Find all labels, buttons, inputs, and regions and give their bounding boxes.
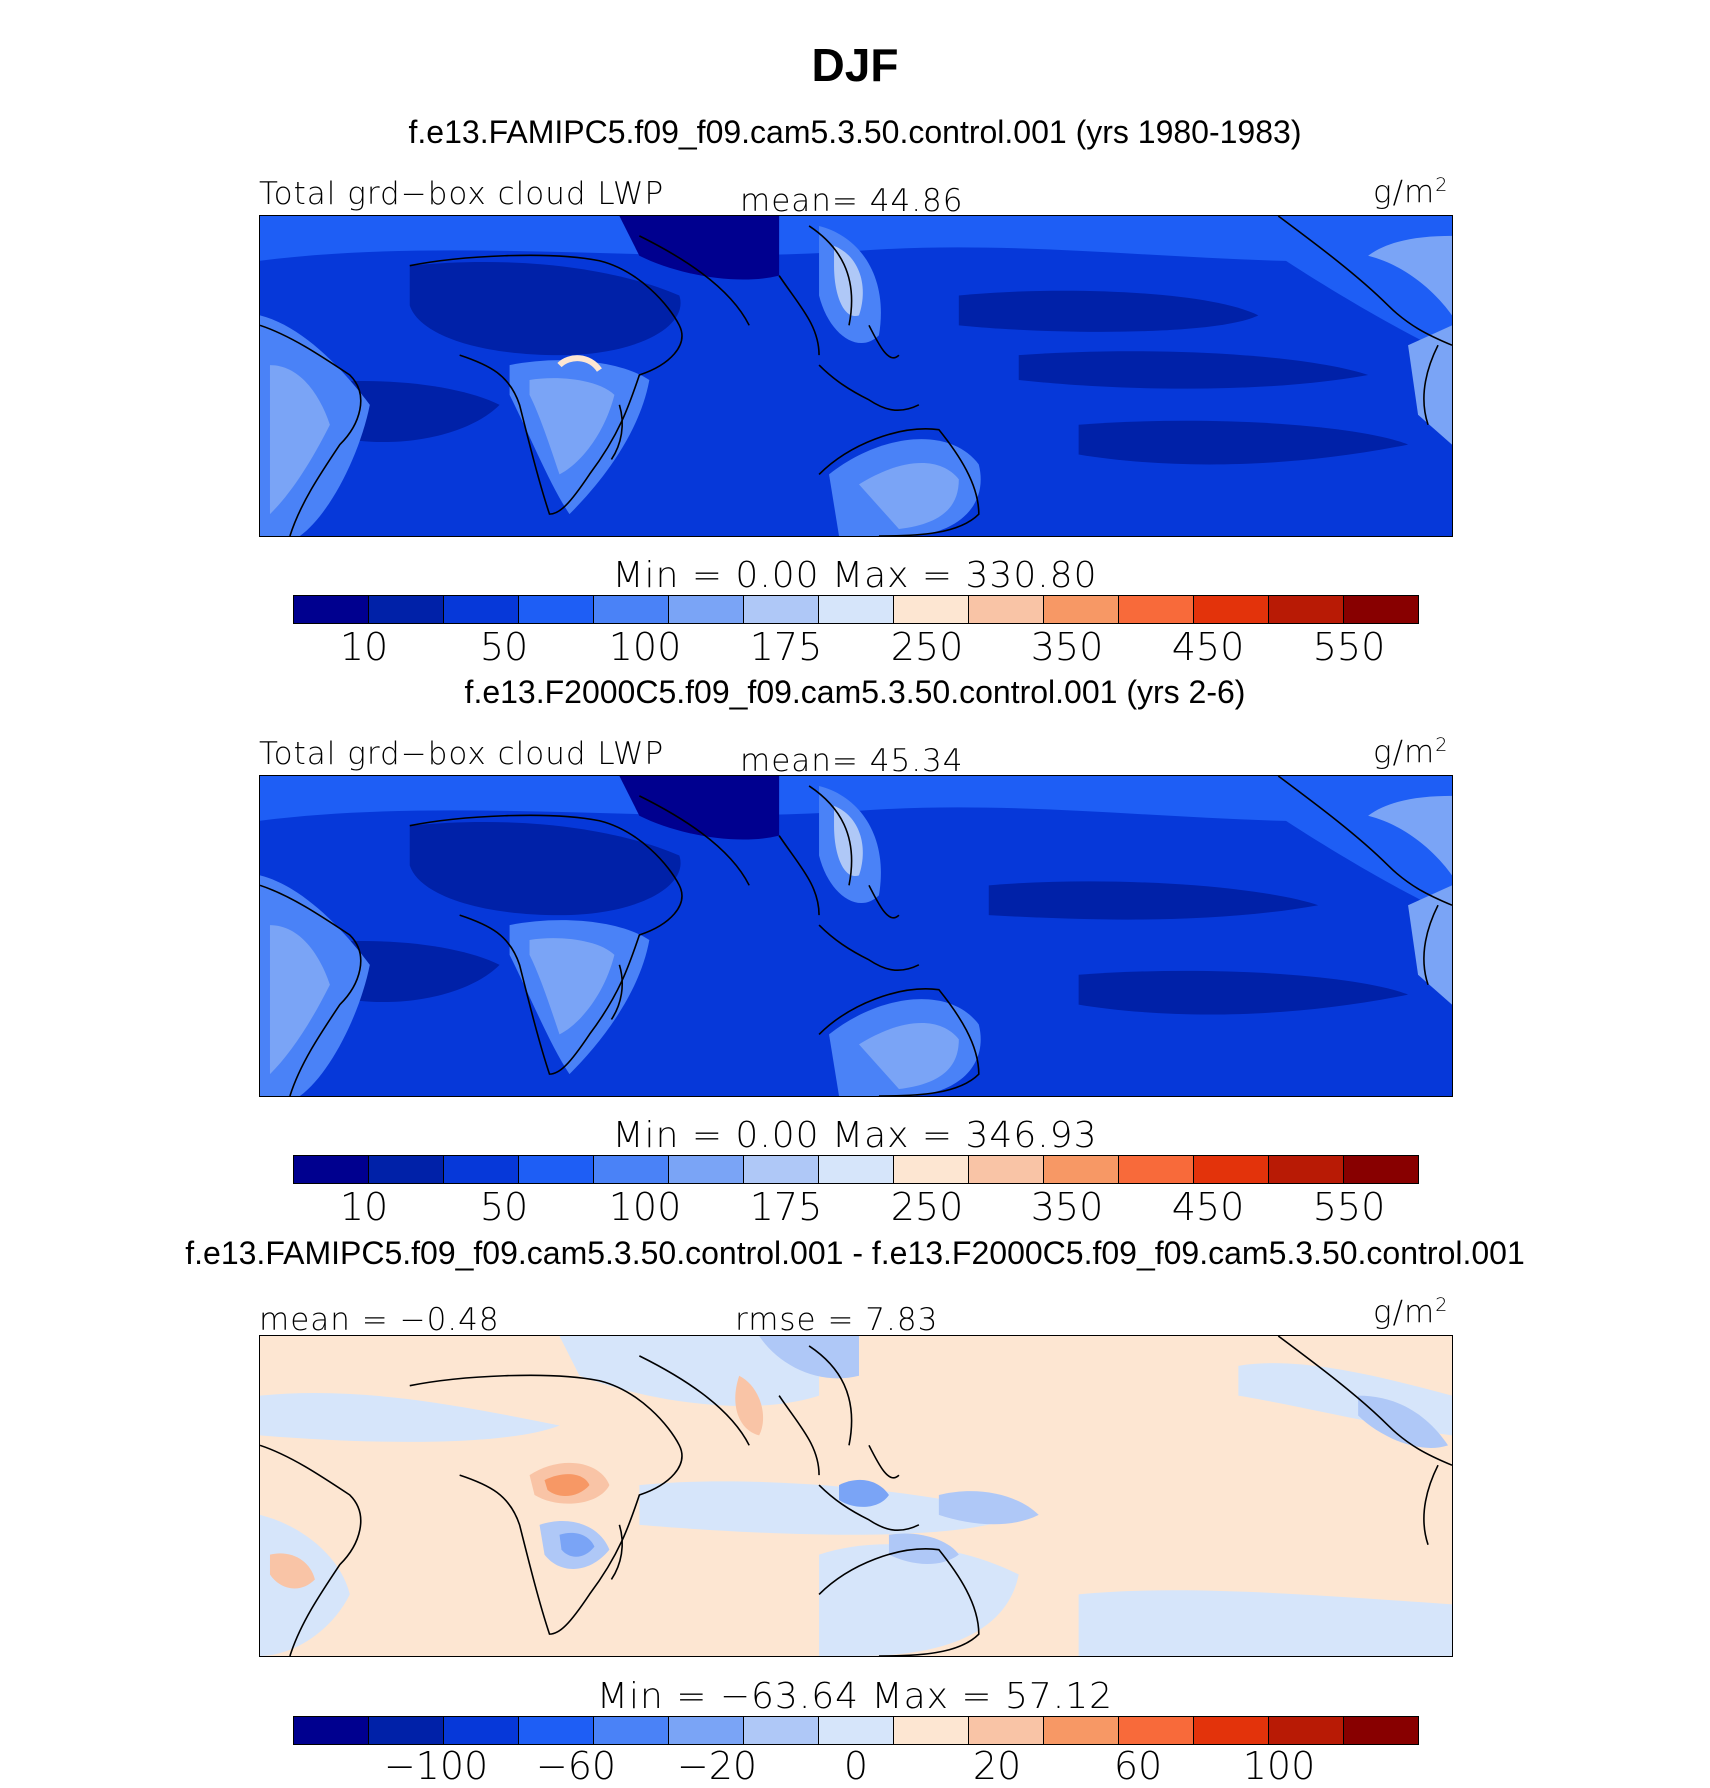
colorbar1-box (1269, 596, 1344, 623)
colorbar3-tick: −20 (676, 1744, 758, 1788)
colorbar1-tick: 250 (890, 625, 964, 669)
colorbar2-box (1119, 1156, 1194, 1183)
colorbar1-tick: 50 (479, 625, 529, 669)
colorbar3-box (519, 1717, 594, 1744)
colorbar3-box (1194, 1717, 1269, 1744)
colorbar3-box (1344, 1717, 1418, 1744)
colorbar3-box (369, 1717, 444, 1744)
colorbar3-box (294, 1717, 369, 1744)
colorbar2-tick: 10 (339, 1185, 389, 1229)
colorbar1-box (894, 596, 969, 623)
panel3-map (259, 1335, 1453, 1657)
colorbar3-box (1119, 1717, 1194, 1744)
figure-title: DJF (811, 39, 899, 91)
colorbar1-box (1194, 596, 1269, 623)
panel1-case-title: f.e13.FAMIPC5.f09_f09.cam5.3.50.control.… (408, 114, 1302, 150)
colorbar3-box (969, 1717, 1044, 1744)
colorbar1-tick: 350 (1030, 625, 1104, 669)
colorbar2-box (1194, 1156, 1269, 1183)
colorbar2-box (894, 1156, 969, 1183)
colorbar3-tick: 20 (972, 1744, 1022, 1788)
colorbar2-box (744, 1156, 819, 1183)
panel3-rmse-label: rmse = 7.83 (735, 1302, 939, 1338)
panel1-colorbar (293, 595, 1419, 624)
colorbar1-box (294, 596, 369, 623)
colorbar1-box (819, 596, 894, 623)
colorbar2-box (819, 1156, 894, 1183)
colorbar1-tick: 10 (339, 625, 389, 669)
colorbar3-box (669, 1717, 744, 1744)
colorbar2-box (369, 1156, 444, 1183)
panel1-variable-label: Total grd−box cloud LWP (259, 176, 665, 212)
colorbar1-box (594, 596, 669, 623)
colorbar2-tick: 175 (749, 1185, 823, 1229)
colorbar3-box (594, 1717, 669, 1744)
colorbar2-tick: 100 (608, 1185, 682, 1229)
colorbar3-box (819, 1717, 894, 1744)
panel1-map (259, 215, 1453, 537)
colorbar1-tick: 100 (608, 625, 682, 669)
panel2-case-title: f.e13.F2000C5.f09_f09.cam5.3.50.control.… (464, 674, 1246, 710)
colorbar3-tick: 100 (1242, 1744, 1316, 1788)
colorbar3-tick: 60 (1113, 1744, 1163, 1788)
colorbar2-tick: 550 (1312, 1185, 1386, 1229)
panel3-mean-label: mean = −0.48 (259, 1302, 500, 1338)
colorbar3-box (1044, 1717, 1119, 1744)
panel1-mean-label: mean= 44.86 (740, 183, 964, 219)
colorbar2-box (669, 1156, 744, 1183)
panel1-minmax: Min = 0.00 Max = 330.80 (612, 555, 1098, 596)
colorbar2-tick: 50 (479, 1185, 529, 1229)
colorbar1-tick: 550 (1312, 625, 1386, 669)
colorbar1-tick: 450 (1171, 625, 1245, 669)
panel2-variable-label: Total grd−box cloud LWP (259, 736, 665, 772)
colorbar2-box (1044, 1156, 1119, 1183)
colorbar2-box (1344, 1156, 1418, 1183)
panel3-minmax: Min = −63.64 Max = 57.12 (596, 1676, 1114, 1717)
colorbar1-box (444, 596, 519, 623)
colorbar1-box (744, 596, 819, 623)
colorbar2-box (519, 1156, 594, 1183)
panel2-map (259, 775, 1453, 1097)
colorbar1-box (969, 596, 1044, 623)
colorbar1-box (369, 596, 444, 623)
colorbar1-box (1044, 596, 1119, 623)
panel2-minmax: Min = 0.00 Max = 346.93 (612, 1115, 1098, 1156)
colorbar2-box (444, 1156, 519, 1183)
colorbar2-box (594, 1156, 669, 1183)
colorbar1-tick: 175 (749, 625, 823, 669)
colorbar3-tick: −60 (535, 1744, 617, 1788)
panel2-mean-label: mean= 45.34 (740, 743, 964, 779)
colorbar2-box (1269, 1156, 1344, 1183)
panel3-units: g/m2 (1373, 1294, 1449, 1331)
panel2-units: g/m2 (1373, 734, 1449, 771)
colorbar1-box (1344, 596, 1418, 623)
colorbar2-box (294, 1156, 369, 1183)
colorbar1-box (1119, 596, 1194, 623)
colorbar2-box (969, 1156, 1044, 1183)
panel1-units: g/m2 (1373, 174, 1449, 211)
colorbar3-tick: −100 (383, 1744, 489, 1788)
colorbar3-box (1269, 1717, 1344, 1744)
panel3-colorbar (293, 1716, 1419, 1745)
colorbar2-tick: 250 (890, 1185, 964, 1229)
colorbar2-tick: 450 (1171, 1185, 1245, 1229)
colorbar3-box (444, 1717, 519, 1744)
colorbar1-box (519, 596, 594, 623)
colorbar1-box (669, 596, 744, 623)
colorbar3-box (894, 1717, 969, 1744)
colorbar2-tick: 350 (1030, 1185, 1104, 1229)
panel2-colorbar (293, 1155, 1419, 1184)
panel3-case-title: f.e13.FAMIPC5.f09_f09.cam5.3.50.control.… (185, 1235, 1525, 1271)
colorbar3-tick: 0 (843, 1744, 869, 1788)
colorbar3-box (744, 1717, 819, 1744)
